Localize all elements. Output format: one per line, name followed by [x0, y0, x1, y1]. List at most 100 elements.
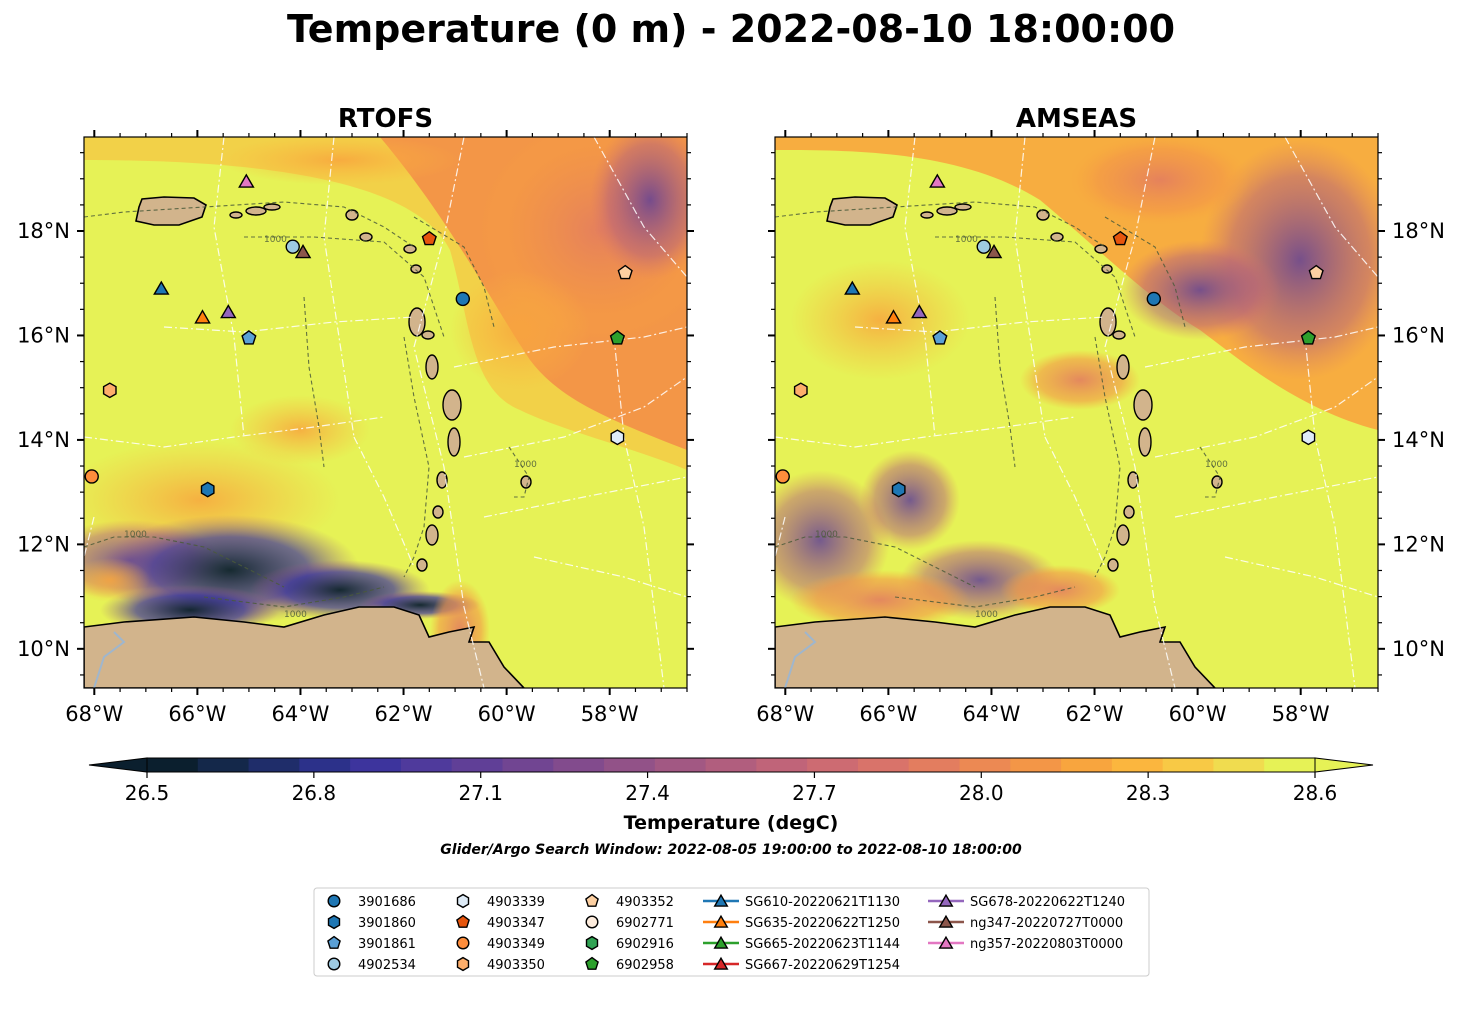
marker-4903352	[617, 264, 633, 280]
island-14	[1116, 524, 1130, 546]
map-overlays-0: 1000 1000 1000 1000	[84, 137, 687, 688]
river	[784, 631, 817, 688]
colorbar-swatch	[400, 758, 453, 772]
map-panel-rtofs: RTOFS	[84, 104, 687, 688]
island-1	[936, 206, 958, 216]
island-15	[416, 558, 428, 572]
south-america-land	[775, 606, 1217, 688]
island-10	[442, 389, 462, 421]
x-tick-label: 58°W	[1272, 702, 1330, 726]
river	[93, 631, 126, 688]
island-0	[229, 211, 243, 219]
legend-marker	[713, 935, 729, 949]
legend-item: 6902771	[585, 915, 674, 931]
island-1	[245, 206, 267, 216]
colorbar-swatch	[959, 758, 1011, 772]
eez-line-5	[593, 137, 687, 278]
colorbar-swatches	[147, 758, 1316, 772]
eez-line-7	[1154, 376, 1378, 458]
map-frame	[83, 136, 688, 689]
island-15	[1107, 558, 1119, 572]
legend-label: SG635-20220622T1250	[745, 916, 900, 931]
eez-line-1	[854, 316, 1106, 333]
x-tick-label: 64°W	[271, 702, 329, 726]
legend-label: 3901686	[358, 895, 416, 910]
contour-label-1: 1000	[1205, 460, 1228, 470]
legend-marker	[585, 956, 599, 970]
legend-label: 6902958	[616, 958, 674, 973]
legend-item: SG635-20220622T1250	[703, 914, 900, 931]
colorbar-swatch	[756, 758, 808, 772]
bathymetry-contour-2	[403, 336, 430, 578]
x-tick-label: 64°W	[962, 702, 1020, 726]
x-tick-label: 62°W	[1066, 702, 1124, 726]
x-tick-label: 66°W	[859, 702, 917, 726]
legend-item: ng357-20220803T0000	[928, 935, 1123, 952]
colorbar-tick-label: 27.7	[792, 781, 837, 805]
contour-label-2: 1000	[815, 530, 838, 540]
legend-item: 3901860	[327, 914, 416, 931]
eez-line-10	[1224, 556, 1378, 598]
marker-SG635-20220622T1250	[885, 309, 902, 324]
y-tick-label: 10°N	[17, 637, 70, 661]
sst-field-amseas	[775, 137, 1378, 688]
marker-4903352	[1308, 264, 1324, 280]
bathymetry-contour-6	[994, 296, 1016, 468]
colorbar-swatch	[1061, 758, 1113, 772]
legend-item: 4902534	[327, 957, 416, 973]
marker-ng347-20220727T0000	[985, 244, 1003, 259]
legend-item: 6902958	[585, 956, 674, 973]
colorbar-swatch	[807, 758, 859, 772]
colorbar-swatch	[502, 758, 554, 772]
contour-label-2: 1000	[124, 530, 147, 540]
eez-line-2	[1104, 137, 1176, 688]
legend-item: ng347-20220727T0000	[928, 914, 1123, 931]
legend-item: SG678-20220622T1240	[928, 893, 1125, 910]
colorbar-swatch	[604, 758, 656, 772]
colorbar-swatch	[451, 758, 504, 772]
legend-marker	[938, 893, 954, 907]
legend-label: ng357-20220803T0000	[970, 937, 1123, 952]
y-tick-label: 18°N	[1392, 219, 1445, 243]
island-9	[425, 354, 439, 380]
colorbar-swatch	[908, 758, 961, 772]
colorbar-tick-label: 27.1	[458, 781, 503, 805]
marker-4902534	[285, 239, 300, 254]
marker-4903350	[793, 382, 808, 399]
marker-4902534	[976, 239, 991, 254]
contour-label-1: 1000	[514, 460, 537, 470]
x-tick-label: 62°W	[375, 702, 433, 726]
colorbar-ticks: 26.5 26.8 27.1 27.4 27.7 28.0 28.3 28.6	[125, 772, 1337, 805]
marker-SG610-20220621T1130	[153, 280, 170, 295]
legend-label: 4903347	[487, 916, 545, 931]
legend-marker	[585, 935, 599, 951]
island-16	[520, 475, 532, 489]
y-tick-label: 14°N	[1392, 428, 1445, 452]
eez-line-7	[463, 376, 687, 458]
bathymetry-contour-6	[303, 296, 325, 468]
colorbar-swatch	[197, 758, 250, 772]
eez-line-4	[323, 137, 355, 438]
island-13	[1123, 505, 1135, 519]
legend-marker	[456, 893, 470, 909]
eez-line-9	[353, 436, 415, 568]
colorbar-swatch	[1010, 758, 1062, 772]
marker-SG635-20220622T1250	[194, 309, 211, 324]
marker-3901860	[200, 481, 215, 498]
colorbar-swatch	[1213, 758, 1265, 772]
legend-marker	[327, 935, 341, 949]
puerto-rico-land	[135, 196, 207, 226]
map-frame	[774, 136, 1379, 689]
legend-label: SG667-20220629T1254	[745, 958, 900, 973]
island-8	[421, 330, 435, 340]
map-axes-1: 1000 1000 1000 1000 68°W 66°W 64°W 62°W 60°W 58°W…	[756, 130, 1445, 726]
bathymetry-contour-2	[1094, 336, 1121, 578]
legend-item: SG667-20220629T1254	[703, 956, 900, 973]
figure-title: Temperature (0 m) - 2022-08-10 18:00:00	[287, 7, 1175, 51]
colorbar-extend-high	[1314, 757, 1374, 773]
legend-label: 4902534	[358, 958, 416, 973]
y-tick-label: 16°N	[17, 323, 70, 347]
y-tick-label: 14°N	[17, 428, 70, 452]
contour-label-0: 1000	[264, 235, 287, 245]
legend: 3901686 3901860 3901861 4902534 4903339 49033…	[313, 887, 1150, 977]
